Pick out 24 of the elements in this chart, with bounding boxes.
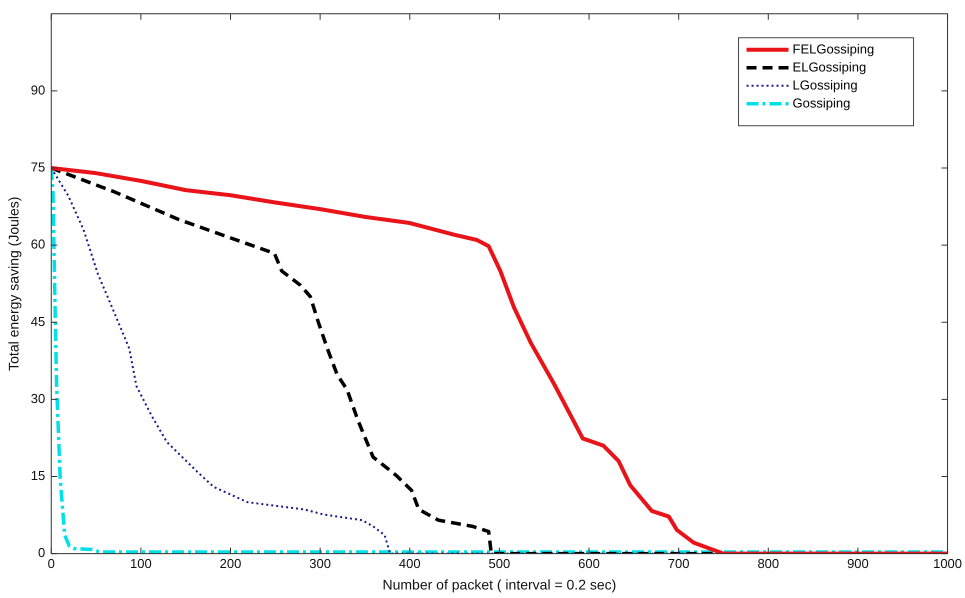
y-tick-label: 30 (30, 390, 46, 406)
y-tick-label: 60 (30, 236, 46, 252)
x-tick-label: 700 (668, 556, 690, 571)
x-tick-label: 300 (309, 556, 331, 571)
y-tick-label: 0 (38, 545, 46, 560)
x-axis-title: Number of packet ( interval = 0.2 sec) (382, 576, 616, 592)
legend-label: ELGossiping (792, 59, 866, 74)
x-tick-label: 500 (488, 556, 510, 571)
legend-label: LGossiping (792, 77, 858, 92)
y-tick-label: 90 (30, 82, 46, 98)
y-tick-label: 45 (30, 314, 46, 329)
y-tick-label: 75 (30, 160, 46, 175)
x-tick-label: 0 (48, 556, 55, 571)
y-axis-title: Total energy saving (Joules) (5, 196, 22, 371)
x-tick-label: 900 (847, 556, 869, 571)
y-tick-label: 15 (30, 468, 46, 484)
x-tick-label: 800 (757, 556, 780, 571)
x-tick-label: 100 (130, 556, 152, 571)
x-tick-label: 1000 (933, 556, 962, 571)
x-tick-label: 600 (578, 556, 600, 571)
x-tick-label: 400 (398, 556, 421, 571)
x-tick-label: 200 (220, 556, 242, 571)
legend-label: FELGossiping (792, 41, 874, 56)
legend-label: Gossiping (792, 95, 850, 110)
